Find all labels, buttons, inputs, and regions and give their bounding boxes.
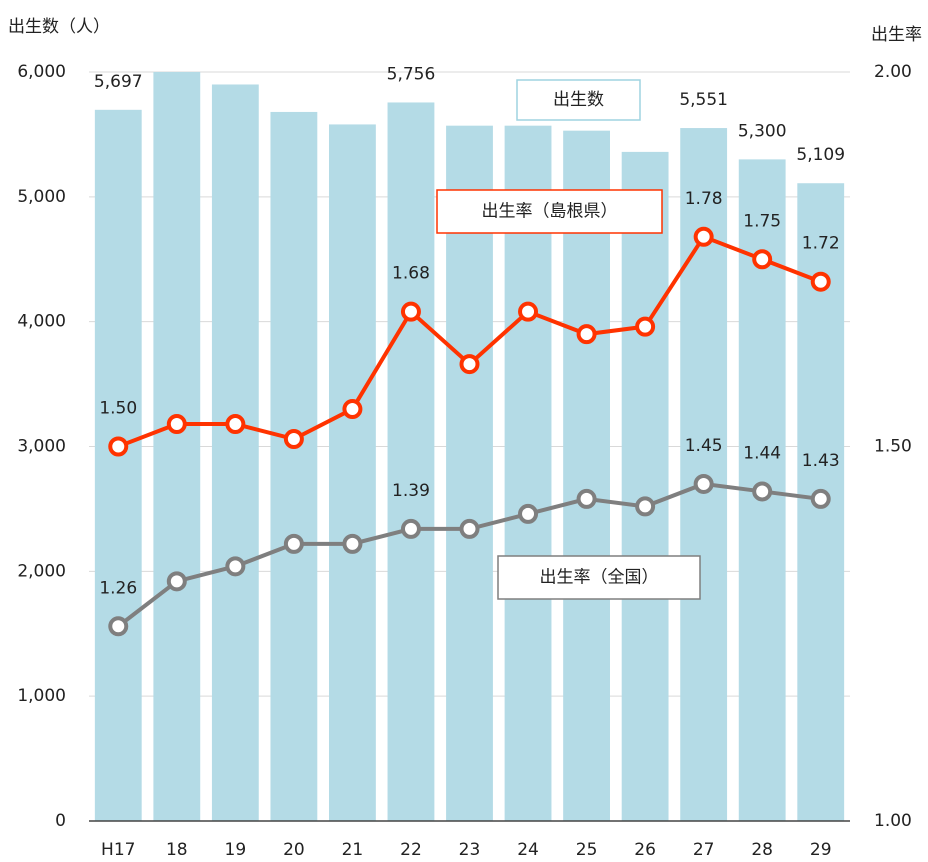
marker bbox=[693, 473, 714, 494]
data-label: 1.68 bbox=[392, 264, 430, 284]
marker bbox=[576, 488, 597, 509]
legend-box bbox=[497, 555, 701, 600]
data-label: 5,697 bbox=[94, 72, 143, 92]
x-tick-label: 24 bbox=[517, 840, 539, 860]
y-tick-label: 4,000 bbox=[17, 312, 66, 332]
data-label: 5,300 bbox=[738, 121, 787, 141]
marker bbox=[459, 354, 480, 375]
y-tick-label: 2,000 bbox=[17, 561, 66, 581]
data-label: 1.50 bbox=[99, 399, 137, 419]
legend-label: 出生数 bbox=[553, 90, 604, 110]
x-tick-label: 19 bbox=[225, 840, 247, 860]
x-tick-label: 18 bbox=[166, 840, 188, 860]
y-axis-title: 出生数（人） bbox=[8, 17, 110, 37]
y2-tick-label: 1.50 bbox=[874, 437, 912, 457]
x-tick-label: 29 bbox=[810, 840, 832, 860]
x-tick-label: 26 bbox=[634, 840, 656, 860]
marker bbox=[283, 429, 304, 450]
marker bbox=[342, 399, 363, 420]
bar bbox=[621, 151, 669, 822]
data-label: 5,551 bbox=[679, 90, 728, 110]
data-label: 1.75 bbox=[743, 211, 781, 231]
data-label: 1.78 bbox=[685, 189, 723, 209]
bar bbox=[387, 102, 435, 821]
data-label: 5,756 bbox=[387, 64, 436, 84]
marker bbox=[108, 616, 129, 637]
marker bbox=[108, 436, 129, 457]
legend-box bbox=[516, 79, 641, 121]
marker bbox=[225, 414, 246, 435]
marker bbox=[810, 488, 831, 509]
y-tick-label: 0 bbox=[55, 811, 66, 831]
marker bbox=[576, 324, 597, 345]
marker bbox=[459, 518, 480, 539]
bar bbox=[211, 84, 259, 821]
marker bbox=[635, 496, 656, 517]
data-label: 1.43 bbox=[802, 451, 840, 471]
marker bbox=[810, 271, 831, 292]
bar bbox=[563, 130, 610, 822]
legend-box bbox=[436, 189, 663, 234]
x-tick-label: H17 bbox=[101, 840, 135, 860]
x-tick-label: 21 bbox=[342, 840, 364, 860]
x-tick-label: 28 bbox=[751, 840, 773, 860]
legend-label: 出生率（全国） bbox=[540, 568, 659, 588]
marker bbox=[400, 518, 421, 539]
marker bbox=[166, 571, 187, 592]
data-label: 1.45 bbox=[685, 436, 723, 456]
marker bbox=[635, 316, 656, 337]
y2-axis-title: 出生率 bbox=[871, 25, 922, 45]
x-tick-label: 23 bbox=[459, 840, 481, 860]
bar bbox=[153, 72, 201, 821]
y-tick-label: 5,000 bbox=[17, 187, 66, 207]
bar bbox=[504, 125, 552, 821]
marker bbox=[518, 503, 539, 524]
data-label: 5,109 bbox=[796, 145, 845, 165]
marker bbox=[400, 301, 421, 322]
x-tick-label: 22 bbox=[400, 840, 422, 860]
y2-tick-label: 1.00 bbox=[874, 811, 912, 831]
y-tick-label: 1,000 bbox=[17, 686, 66, 706]
legend-label: 出生率（島根県） bbox=[482, 202, 618, 222]
marker bbox=[693, 226, 714, 247]
marker bbox=[752, 249, 773, 270]
marker bbox=[166, 414, 187, 435]
bar bbox=[329, 124, 376, 822]
y-tick-label: 6,000 bbox=[17, 62, 66, 82]
marker bbox=[752, 481, 773, 502]
marker bbox=[342, 533, 363, 554]
marker bbox=[518, 301, 539, 322]
bar bbox=[94, 109, 142, 821]
data-label: 1.26 bbox=[99, 578, 137, 598]
x-tick-label: 25 bbox=[576, 840, 598, 860]
data-label: 1.39 bbox=[392, 481, 430, 501]
bar bbox=[446, 125, 493, 821]
data-label: 1.72 bbox=[802, 234, 840, 254]
marker bbox=[283, 533, 304, 554]
x-tick-label: 27 bbox=[693, 840, 715, 860]
y-tick-label: 3,000 bbox=[17, 437, 66, 457]
x-tick-label: 20 bbox=[283, 840, 305, 860]
bar bbox=[270, 111, 318, 822]
marker bbox=[225, 556, 246, 577]
data-label: 1.44 bbox=[743, 443, 781, 463]
y2-tick-label: 2.00 bbox=[874, 62, 912, 82]
